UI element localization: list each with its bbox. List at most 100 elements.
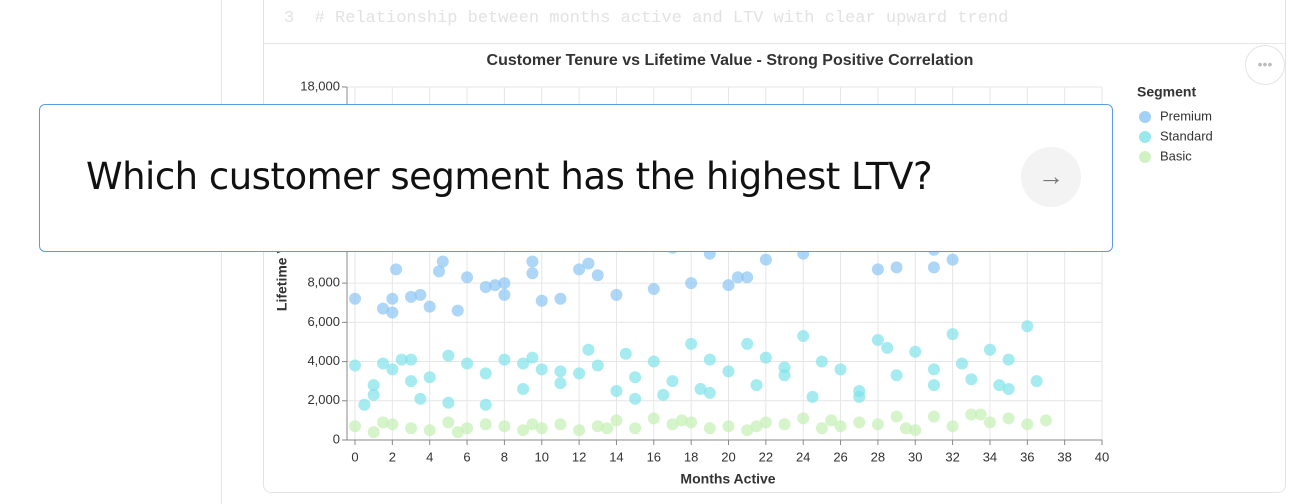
point [666,418,679,431]
x-tick-label: 16 [647,449,661,464]
point [436,255,449,268]
point [825,414,838,427]
point [423,300,436,313]
point [853,390,866,403]
point [526,418,539,431]
x-tick-label: 26 [833,449,847,464]
point [685,416,698,429]
point [554,377,567,390]
point [610,414,623,427]
point [414,288,427,301]
point [1002,383,1015,396]
y-tick-label: 8,000 [307,275,340,290]
point [349,420,361,433]
point [349,359,361,372]
point [722,365,735,378]
point [694,383,707,396]
x-tick-label: 4 [426,449,433,464]
point [666,375,679,388]
point [423,371,436,384]
point [498,353,511,366]
point [871,263,884,276]
x-tick-label: 32 [945,449,959,464]
point [647,282,660,295]
legend-symbol [1139,151,1151,163]
point [619,347,632,360]
point [498,277,511,290]
point [442,396,455,409]
point [395,353,408,366]
point [806,390,819,403]
point [927,410,940,423]
point [974,408,987,421]
line-number: 3 [284,9,295,28]
x-tick-label: 0 [351,449,358,464]
point [377,416,390,429]
point [591,359,604,372]
question-text: Which customer segment has the highest L… [86,155,933,198]
point [797,330,810,343]
point [591,420,604,433]
point [526,267,539,280]
point [367,379,380,392]
point [423,424,436,437]
submit-button[interactable]: → [1021,147,1081,207]
x-tick-label: 10 [535,449,549,464]
point [358,398,371,411]
point [479,418,492,431]
point [815,355,828,368]
point [451,304,464,317]
point [1021,418,1034,431]
point [703,386,716,399]
x-tick-label: 2 [389,449,396,464]
point [461,422,474,435]
point [526,351,539,364]
point [433,265,446,278]
point [722,279,735,292]
x-tick-label: 38 [1057,449,1071,464]
more-button[interactable]: ••• [1245,45,1285,85]
point [731,271,744,284]
point [367,388,380,401]
point [517,424,530,437]
point [535,294,548,307]
point [834,363,847,376]
point [871,333,884,346]
legend-label: Premium [1160,108,1212,123]
point [629,422,642,435]
point [955,357,968,370]
point [629,392,642,405]
y-tick-label: 18,000 [300,78,340,93]
point [983,416,996,429]
point [741,271,754,284]
point [965,373,978,386]
point [909,345,922,358]
point [367,426,380,439]
point [390,263,403,276]
x-tick-label: 12 [572,449,586,464]
x-tick-label: 18 [684,449,698,464]
point [675,414,688,427]
legend-label: Standard [1160,128,1213,143]
point [890,410,903,423]
point [349,292,361,305]
y-tick-label: 6,000 [307,314,340,329]
point [479,398,492,411]
legend-symbol [1139,111,1151,123]
point [703,353,716,366]
point [1021,320,1034,333]
chart-title: Customer Tenure vs Lifetime Value - Stro… [487,52,974,69]
y-tick-label: 4,000 [307,353,340,368]
point [554,365,567,378]
point [983,343,996,356]
point [722,420,735,433]
point [881,341,894,354]
point [741,424,754,437]
point [657,388,670,401]
point [610,384,623,397]
point [946,420,959,433]
point [899,422,912,435]
point [573,263,586,276]
